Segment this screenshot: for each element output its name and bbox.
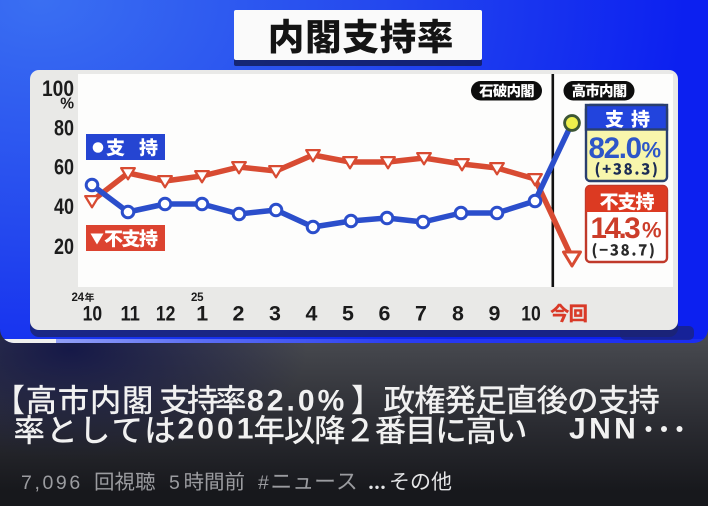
svg-text:7,096: 7,096 (21, 472, 83, 494)
svg-text:JNN: JNN (569, 413, 639, 446)
svg-text:60: 60 (54, 155, 74, 180)
svg-text:82.0%: 82.0% (247, 385, 347, 418)
svg-text:82.0: 82.0 (589, 132, 642, 165)
svg-text:11: 11 (120, 301, 140, 325)
svg-text:%: % (642, 218, 662, 243)
svg-text:9: 9 (489, 301, 501, 325)
svg-text:3: 3 (269, 301, 281, 325)
svg-text:10: 10 (521, 301, 541, 325)
svg-text:2001: 2001 (178, 413, 257, 446)
svg-text:7: 7 (415, 301, 427, 325)
svg-text:25: 25 (191, 292, 204, 304)
svg-text:%: % (642, 138, 662, 163)
svg-text:5: 5 (342, 301, 354, 325)
svg-text:4: 4 (306, 301, 318, 325)
svg-text:10: 10 (83, 301, 103, 325)
svg-text:12: 12 (156, 301, 176, 325)
svg-text:20: 20 (54, 234, 74, 259)
svg-text:8: 8 (452, 301, 464, 325)
svg-text:1: 1 (196, 301, 208, 325)
svg-text:%: % (60, 96, 74, 113)
svg-text:100: 100 (42, 76, 74, 101)
svg-text:#: # (258, 472, 269, 494)
svg-text:6: 6 (379, 301, 391, 325)
svg-text:40: 40 (54, 194, 74, 219)
svg-text:14.3: 14.3 (591, 212, 641, 245)
svg-text:24: 24 (72, 292, 85, 304)
svg-text:5: 5 (169, 472, 180, 494)
svg-text:2: 2 (233, 301, 245, 325)
svg-text:80: 80 (54, 116, 74, 141)
